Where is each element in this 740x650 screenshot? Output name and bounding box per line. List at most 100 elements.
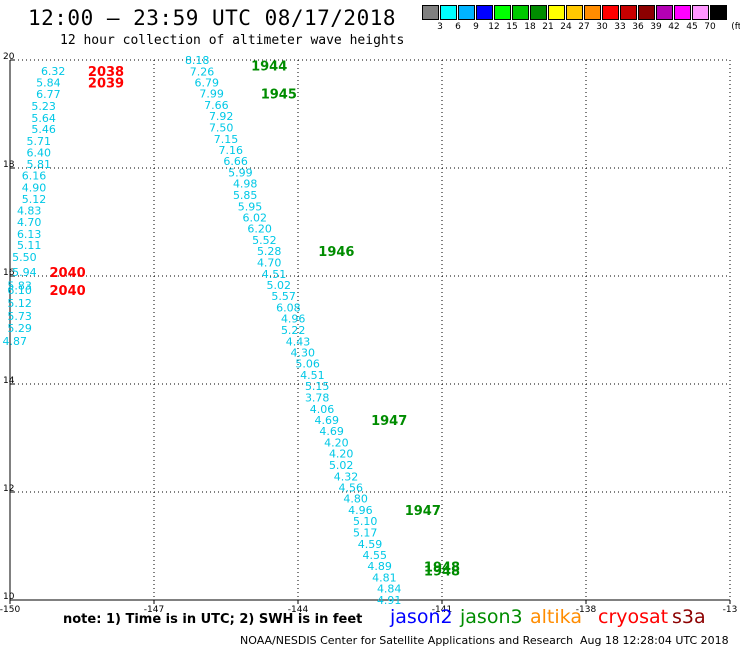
satellite-label-jason2: jason2	[390, 606, 453, 628]
wave-height-value: 3.78	[305, 392, 330, 405]
chart-subtitle: 12 hour collection of altimeter wave hei…	[60, 33, 405, 48]
wave-height-value: 5.85	[233, 189, 258, 202]
pass-time-label: 2038	[88, 65, 124, 80]
wave-height-value: 6.32	[41, 65, 66, 78]
legend-swatch	[638, 5, 655, 20]
wave-height-value: 4.69	[319, 425, 344, 438]
legend-tick-label: 3	[437, 22, 443, 32]
wave-height-value: 4.90	[22, 181, 47, 194]
legend-swatch	[602, 5, 619, 20]
wave-height-value: 7.66	[204, 99, 229, 112]
wave-height-value: 4.69	[315, 414, 340, 427]
legend-swatch	[440, 5, 457, 20]
units-note: note: 1) Time is in UTC; 2) SWH is in fe…	[63, 612, 363, 627]
legend-swatch	[584, 5, 601, 20]
y-tick-label: 20	[3, 52, 15, 62]
legend-swatch	[458, 5, 475, 20]
wave-height-value: 6.10	[7, 284, 32, 297]
wave-height-value: 5.06	[295, 357, 320, 370]
wave-height-value: 5.46	[31, 123, 56, 136]
wave-height-value: 7.99	[199, 87, 224, 100]
wave-height-value: 4.83	[17, 205, 42, 218]
wave-height-value: 6.40	[27, 146, 52, 159]
wave-height-value: 4.84	[377, 583, 402, 596]
legend-tick-label: 24	[560, 22, 572, 32]
legend-tick-label: 9	[473, 22, 479, 32]
legend-swatch	[548, 5, 565, 20]
pass-time-label: 1947	[371, 414, 407, 429]
wave-height-value: 7.26	[190, 65, 215, 78]
wave-height-value: 5.29	[7, 322, 32, 335]
wave-height-value: 5.28	[257, 245, 282, 258]
wave-height-value: 7.16	[219, 144, 244, 157]
wave-height-value: 4.81	[372, 571, 397, 584]
pass-time-label: 1945	[261, 87, 297, 102]
wave-height-value: 5.10	[353, 515, 378, 528]
wave-height-value: 6.20	[247, 222, 272, 235]
wave-height-value: 6.08	[276, 301, 301, 314]
wave-height-value: 4.56	[339, 482, 364, 495]
wave-height-value: 4.51	[300, 369, 325, 382]
footer-timestamp: Aug 18 12:28:04 UTC 2018	[580, 634, 729, 647]
wave-height-value: 6.79	[195, 77, 220, 90]
wave-height-value: 4.70	[17, 216, 42, 229]
wave-height-value: 5.12	[22, 193, 47, 206]
x-tick-label: -150	[0, 605, 20, 615]
y-tick-label: 10	[3, 592, 15, 602]
wave-height-value: 5.81	[27, 158, 52, 171]
pass-time-label: 2040	[50, 266, 86, 281]
legend-swatch	[620, 5, 637, 20]
satellite-label-jason3: jason3	[460, 606, 523, 628]
satellite-label-s3a: s3a	[672, 606, 706, 628]
wave-height-value: 4.96	[281, 313, 306, 326]
wave-height-value: 5.73	[7, 310, 32, 323]
legend-unit: (ft)	[731, 22, 740, 32]
wave-height-value: 4.51	[262, 268, 287, 281]
wave-height-value: 4.89	[367, 560, 392, 573]
legend-swatch	[512, 5, 529, 20]
legend-tick-label: 6	[455, 22, 461, 32]
legend-tick-label: 21	[542, 22, 554, 32]
wave-height-value: 5.12	[7, 297, 32, 310]
wave-height-value: 4.59	[358, 538, 383, 551]
wave-height-value: 4.32	[334, 470, 359, 483]
legend-tick-label: 42	[668, 22, 680, 32]
y-tick-label: 12	[3, 484, 14, 494]
wave-height-value: 4.98	[233, 178, 258, 191]
legend-tick-label: 30	[596, 22, 608, 32]
y-tick-label: 18	[3, 160, 15, 170]
wave-height-value: 6.16	[22, 170, 47, 183]
wave-height-value: 6.66	[223, 155, 248, 168]
wave-height-value: 4.87	[3, 335, 28, 348]
wave-height-value: 4.96	[348, 504, 373, 517]
wave-height-value: 4.30	[291, 347, 316, 360]
satellite-label-cryosat: cryosat	[598, 606, 669, 628]
pass-time-label: 1944	[251, 59, 287, 74]
wave-height-value: 5.94	[12, 266, 37, 279]
wave-height-value: 5.95	[238, 200, 263, 213]
legend-swatch	[494, 5, 511, 20]
x-tick-label: -138	[576, 605, 597, 615]
chart-title: 12:00 — 23:59 UTC 08/17/2018	[28, 6, 397, 30]
wave-height-value: 6.77	[36, 88, 61, 101]
wave-height-value: 4.43	[286, 335, 311, 348]
wave-height-value: 5.57	[271, 290, 296, 303]
pass-time-label: 1948	[424, 564, 460, 579]
wave-height-value: 7.15	[214, 133, 239, 146]
wave-height-value: 5.22	[281, 324, 306, 337]
legend-tick-label: 33	[614, 22, 626, 32]
pass-time-label: 1946	[318, 245, 354, 260]
wave-height-value: 5.23	[31, 100, 56, 113]
y-tick-label: 14	[3, 376, 15, 386]
legend-swatch	[476, 5, 493, 20]
wave-height-value: 7.50	[209, 122, 234, 135]
legend-swatch	[674, 5, 691, 20]
wave-height-value: 4.20	[324, 436, 349, 449]
wave-height-value: 5.17	[353, 527, 378, 540]
wave-height-value: 7.92	[209, 110, 234, 123]
wave-height-value: 4.80	[343, 492, 368, 505]
wave-height-value: 4.55	[363, 549, 388, 562]
wave-height-value: 5.02	[329, 459, 354, 472]
legend-swatch	[530, 5, 547, 20]
